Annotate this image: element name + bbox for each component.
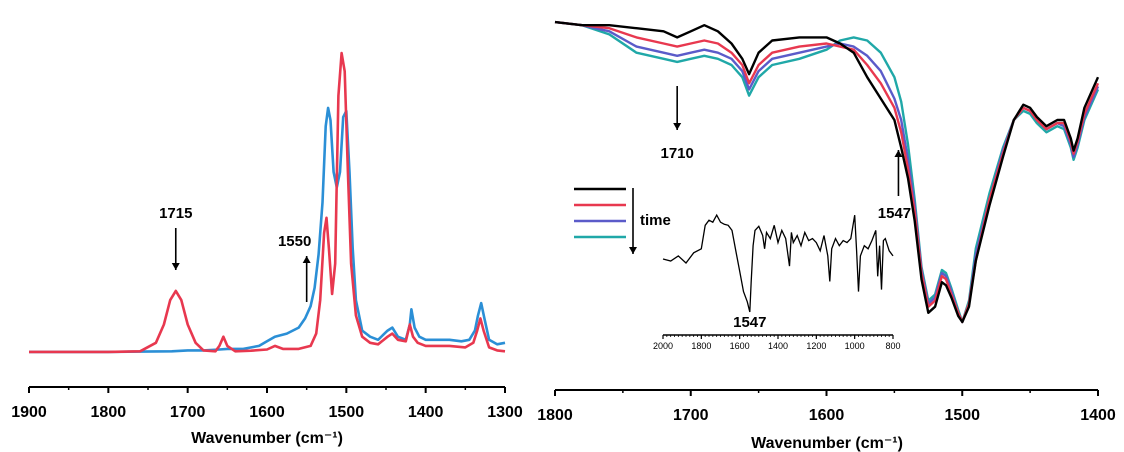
left-series-line-0	[29, 51, 506, 354]
inset-x-tick-label: 800	[885, 341, 900, 351]
right-x-tick-label: 1400	[1080, 407, 1116, 424]
inset-series-line-0	[662, 213, 894, 313]
annotation-1547: 1547	[878, 205, 911, 222]
right-series-line-0	[554, 20, 1100, 324]
annotation-1550-arrow-head	[302, 256, 311, 263]
inset-x-tick-label: 1200	[806, 341, 826, 351]
inset-x-tick-label: 2000	[653, 341, 673, 351]
inset-x-tick-label: 1400	[768, 341, 788, 351]
inset-chart: 2000 1800 1600 1400 1200 1000 800 1547	[653, 213, 901, 351]
annotation-1550: 1550	[278, 233, 311, 250]
annotation-1710-arrow-head	[673, 123, 682, 130]
inset-annotation-1547: 1547	[733, 314, 766, 331]
inset-x-tick-label: 1600	[730, 341, 750, 351]
annotation-1547-arrow-head	[894, 150, 903, 157]
left-x-axis-title: Wavenumber (cm⁻¹)	[191, 430, 343, 447]
legend: time	[574, 187, 671, 254]
annotation-1710: 1710	[660, 145, 693, 162]
right-x-tick-label: 1500	[944, 407, 980, 424]
legend-time-label: time	[640, 212, 671, 229]
right-spectrum-panel: 1800 1700 1600 1500 1400 Wavenumber (cm⁻¹) 171…	[537, 20, 1116, 452]
right-x-axis-title: Wavenumber (cm⁻¹)	[751, 435, 903, 452]
legend-time-arrow-head	[629, 247, 637, 254]
left-x-tick-label: 1600	[249, 404, 285, 421]
right-x-tick-label: 1700	[673, 407, 709, 424]
right-series-line-2	[554, 20, 1100, 324]
left-x-tick-label: 1800	[91, 404, 127, 421]
right-series-line-1	[554, 20, 1100, 324]
right-x-tick-label: 1800	[537, 407, 573, 424]
left-spectrum-panel: 1900 1800 1700 1600 1500 1400 1300 Wavenumber (…	[11, 51, 523, 447]
annotation-1715-arrow-head	[171, 263, 180, 270]
right-series-line-3	[554, 20, 1100, 324]
left-x-tick-label: 1500	[329, 404, 365, 421]
left-x-tick-label: 1900	[11, 404, 47, 421]
left-x-tick-label: 1300	[487, 404, 523, 421]
right-x-tick-label: 1600	[809, 407, 845, 424]
left-x-tick-label: 1700	[170, 404, 206, 421]
annotation-1715: 1715	[159, 205, 192, 222]
left-x-tick-label: 1400	[408, 404, 444, 421]
left-series-line-1	[29, 106, 506, 354]
inset-x-tick-label: 1000	[845, 341, 865, 351]
inset-x-tick-label: 1800	[691, 341, 711, 351]
